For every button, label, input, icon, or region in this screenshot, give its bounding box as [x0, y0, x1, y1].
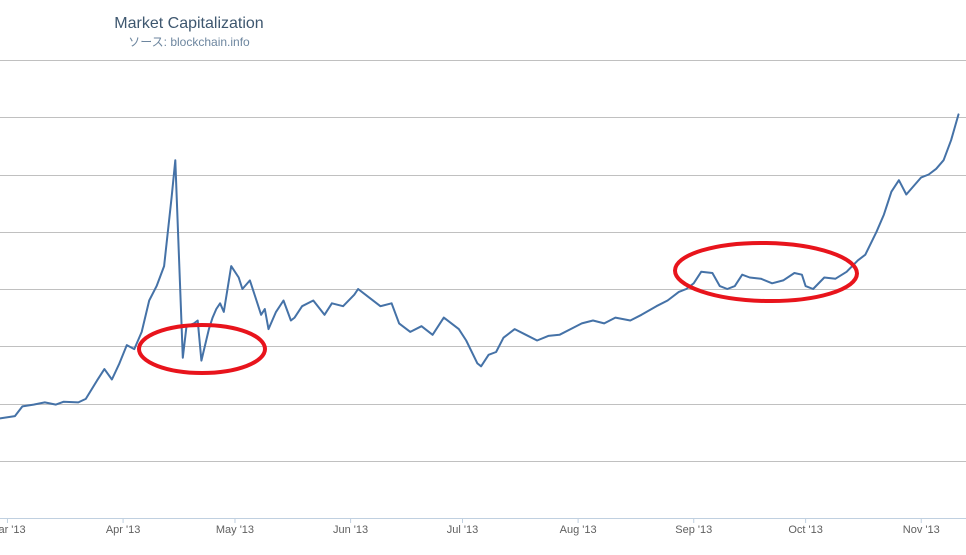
gridlines	[0, 60, 966, 462]
x-tick-label: Mar '13	[0, 524, 26, 536]
x-tick-label: Oct '13	[788, 524, 823, 536]
highlight-ellipse-sep	[673, 240, 859, 304]
x-tick-label: Aug '13	[560, 524, 597, 536]
series-line	[0, 113, 960, 420]
x-tick-label: Jun '13	[333, 524, 368, 536]
x-tick-label: Jul '13	[447, 524, 478, 536]
x-tick-label: Nov '13	[903, 524, 940, 536]
annotations	[137, 240, 859, 375]
series-layer	[0, 113, 960, 420]
highlight-ellipse-may	[137, 323, 267, 375]
x-tick-label: May '13	[216, 524, 254, 536]
x-axis: Mar '13 Apr '13 May '13 Jun '13 Jul '13 Aug '…	[0, 518, 966, 536]
x-tick-label: Sep '13	[675, 524, 712, 536]
x-tick-label: Apr '13	[106, 524, 141, 536]
chart-subtitle: ソース: blockchain.info	[128, 35, 250, 49]
chart-title: Market Capitalization	[114, 15, 263, 32]
